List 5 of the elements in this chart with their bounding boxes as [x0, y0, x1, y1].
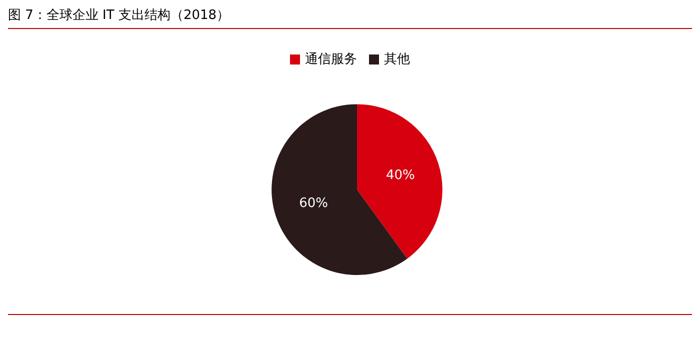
legend-label: 通信服务	[305, 52, 357, 67]
text: 图 7：全球企业 IT 支出结构（2018）	[8, 7, 230, 24]
data-label: 40%	[386, 168, 415, 183]
legend-label: 其他	[384, 52, 410, 67]
data-label: 60%	[299, 196, 328, 212]
